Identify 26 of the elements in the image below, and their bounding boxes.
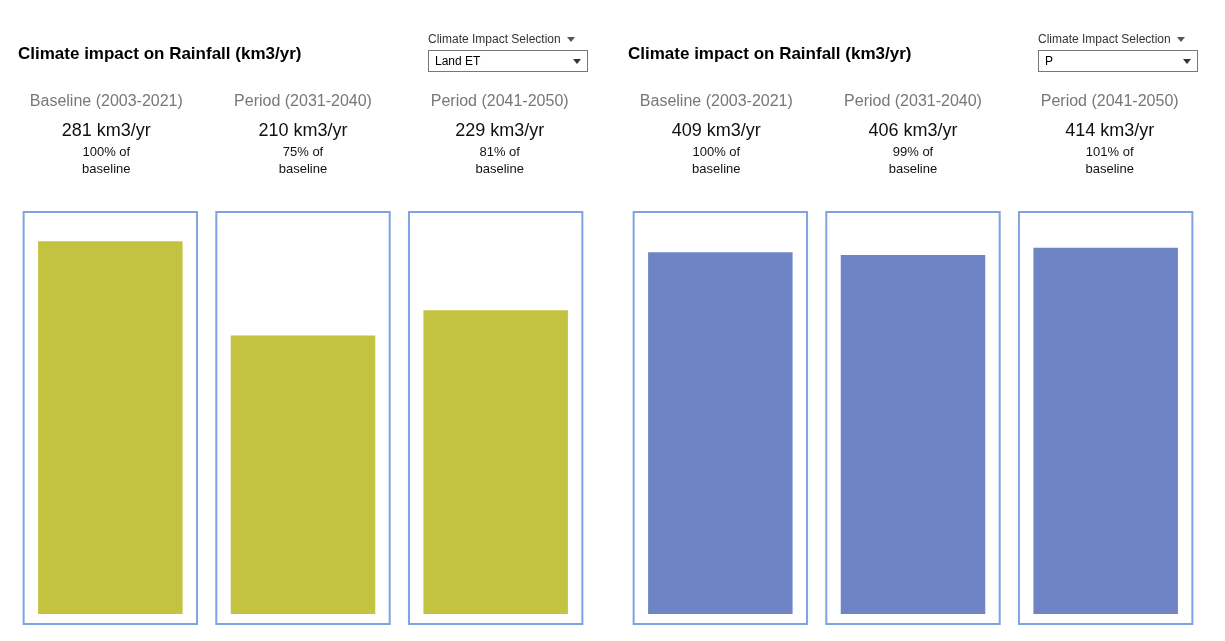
text: 99% of baseline bbox=[887, 143, 939, 177]
legend-title: Climate Impact Selection bbox=[428, 32, 561, 46]
data-label: 229 km3/yr bbox=[454, 120, 546, 141]
text: 100% of baseline bbox=[691, 143, 742, 177]
select-field: Land ET bbox=[428, 50, 588, 72]
select-field: P bbox=[1038, 50, 1198, 72]
data-label: 409 km3/yr bbox=[670, 120, 762, 141]
data-label: 281 km3/yr bbox=[60, 120, 152, 141]
x-tick-label: Period (2041-2050) bbox=[429, 92, 570, 110]
x-tick-label: Period (2041-2050) bbox=[1039, 92, 1180, 110]
text: 100% of baseline bbox=[81, 143, 132, 177]
data-label: 414 km3/yr bbox=[1064, 120, 1156, 141]
text: 81% of baseline bbox=[474, 143, 525, 177]
data-label: 210 km3/yr bbox=[257, 120, 349, 141]
x-tick-label: Period (2031-2040) bbox=[233, 92, 373, 110]
chart-subtitle: Land ET bbox=[435, 54, 481, 68]
text: 101% of baseline bbox=[1084, 143, 1135, 177]
x-tick-label: Period (2031-2040) bbox=[843, 92, 983, 110]
data-label: 406 km3/yr bbox=[867, 120, 959, 141]
legend-title: Climate Impact Selection bbox=[1038, 32, 1171, 46]
chart-subtitle: P bbox=[1045, 54, 1054, 68]
chart-title: Climate impact on Rainfall (km3/yr) bbox=[628, 44, 912, 64]
chart-title: Climate impact on Rainfall (km3/yr) bbox=[18, 44, 302, 64]
x-tick-label: Baseline (2003-2021) bbox=[638, 92, 794, 110]
x-tick-label: Baseline (2003-2021) bbox=[28, 92, 184, 110]
text: 75% of baseline bbox=[277, 143, 329, 177]
